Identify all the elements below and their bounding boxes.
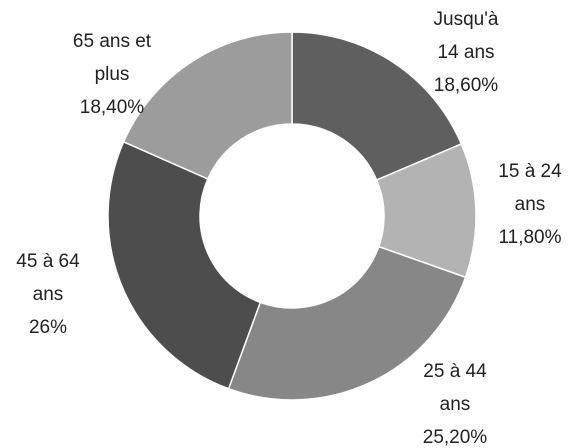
slice-label: 25 à 44 ans 25,20% [410,355,500,448]
value-label: 18,40% [79,97,145,118]
slice-label: 45 à 64 ans 26% [3,245,93,344]
donut-slice [107,140,262,390]
donut-slice [291,31,463,181]
category-label: 65 ans et plus [72,31,152,85]
category-label: Jusqu'à 14 ans [433,9,499,63]
donut-slice [227,245,467,401]
category-label: 15 à 24 ans [498,161,562,215]
category-label: 45 à 64 ans [16,251,80,305]
value-label: 18,60% [433,75,499,96]
slice-label: 65 ans et plus 18,40% [57,25,167,124]
value-label: 25,20% [422,427,488,448]
slice-label: 15 à 24 ans 11,80% [485,155,575,254]
slice-label: Jusqu'à 14 ans 18,60% [421,3,511,102]
value-label: 26% [28,317,68,338]
value-label: 11,80% [498,227,562,248]
donut-slice [122,31,293,180]
category-label: 25 à 44 ans [423,361,487,415]
